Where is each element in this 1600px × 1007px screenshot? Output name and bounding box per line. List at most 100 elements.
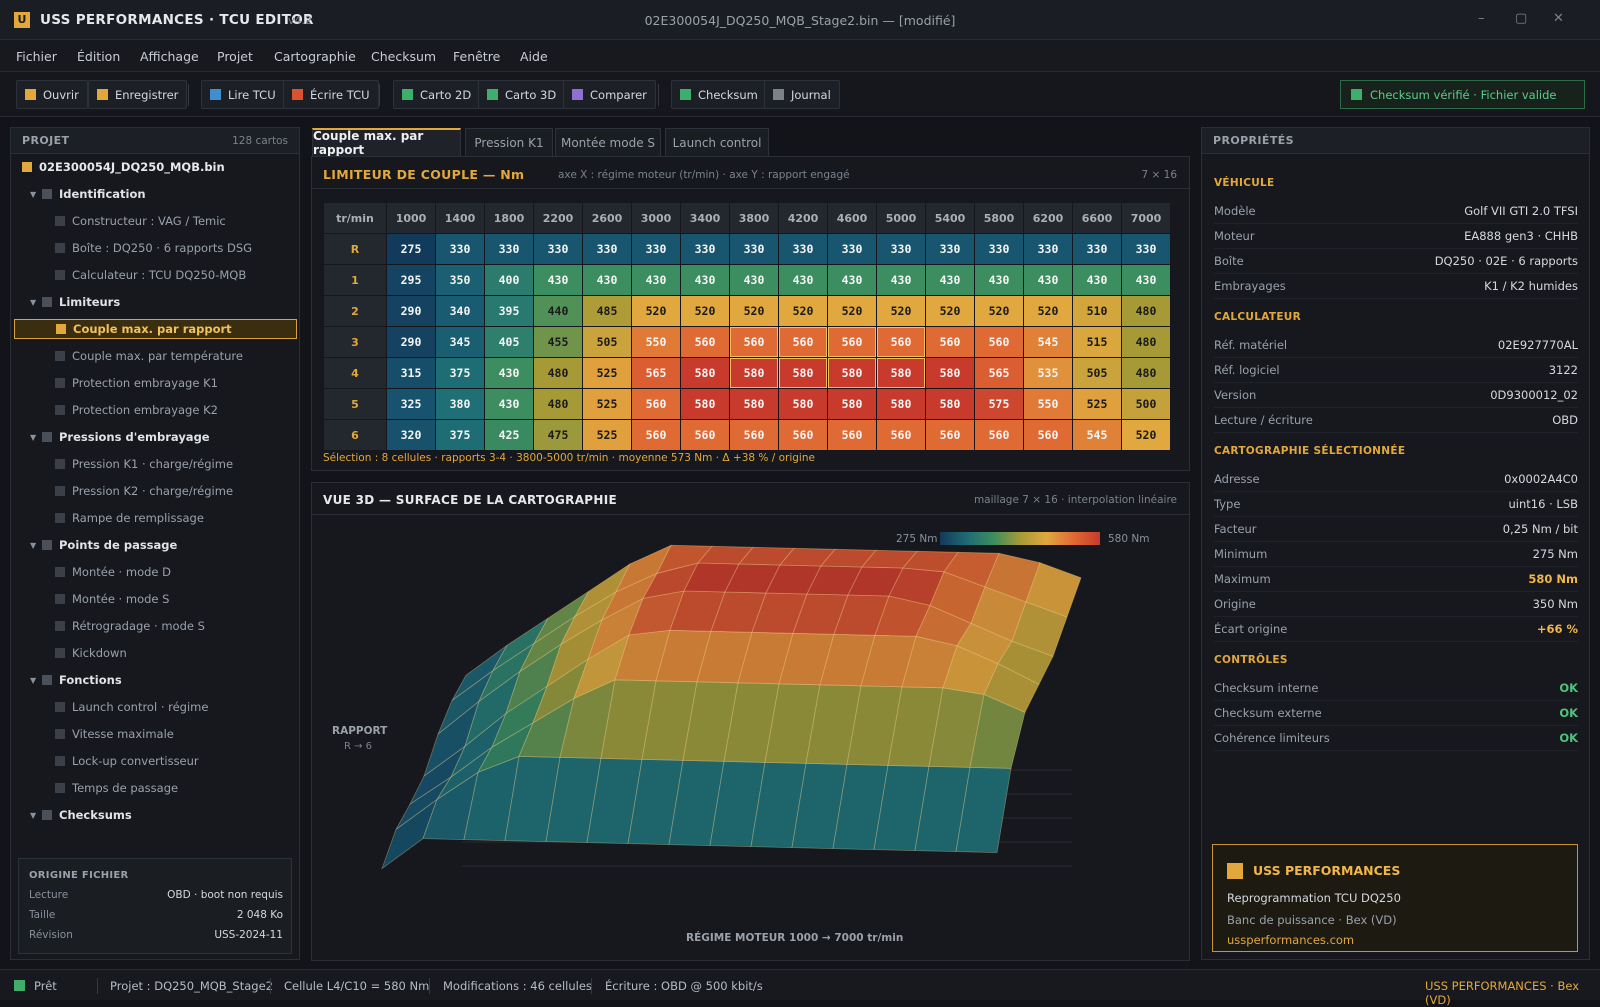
map-cell[interactable]: 480 — [533, 388, 583, 420]
map-cell[interactable]: 580 — [680, 388, 730, 420]
map-cell[interactable]: 560 — [778, 419, 828, 451]
tree-item[interactable]: Lock-up convertisseur — [55, 751, 199, 771]
map-cell[interactable]: 330 — [729, 233, 779, 265]
tree-item[interactable]: Boîte : DQ250 · 6 rapports DSG — [55, 238, 252, 258]
map-cell[interactable]: 475 — [533, 419, 583, 451]
map-cell[interactable]: 580 — [925, 388, 975, 420]
menu-edition[interactable]: Édition — [77, 49, 121, 64]
map-cell[interactable]: 375 — [435, 419, 485, 451]
map-cell[interactable]: 525 — [1072, 388, 1122, 420]
surface-3d-plot[interactable] — [312, 520, 1182, 940]
map-cell[interactable]: 550 — [631, 326, 681, 358]
map-cell[interactable]: 480 — [1121, 326, 1171, 358]
map-cell[interactable]: 580 — [778, 388, 828, 420]
map-cell[interactable]: 580 — [876, 357, 926, 389]
map-cell[interactable]: 430 — [631, 264, 681, 296]
map-cell[interactable]: 520 — [974, 295, 1024, 327]
map-cell[interactable]: 565 — [631, 357, 681, 389]
map-cell[interactable]: 430 — [729, 264, 779, 296]
map-cell[interactable]: 330 — [582, 233, 632, 265]
map-cell[interactable]: 580 — [680, 357, 730, 389]
map-cell[interactable]: 560 — [729, 326, 779, 358]
map-cell[interactable]: 480 — [533, 357, 583, 389]
menu-fichier[interactable]: Fichier — [16, 49, 57, 64]
map-cell[interactable]: 315 — [386, 357, 436, 389]
map-cell[interactable]: 430 — [484, 357, 534, 389]
map-cell[interactable]: 330 — [533, 233, 583, 265]
map-cell[interactable]: 520 — [778, 295, 828, 327]
tree-group[interactable]: ▼ Identification — [30, 187, 146, 201]
tree-item[interactable]: Protection embrayage K2 — [55, 400, 218, 420]
map-cell[interactable]: 560 — [827, 419, 877, 451]
map-cell[interactable]: 580 — [827, 388, 877, 420]
map-cell[interactable]: 340 — [435, 295, 485, 327]
tree-item[interactable]: Kickdown — [55, 643, 127, 663]
map-cell[interactable]: 295 — [386, 264, 436, 296]
map-cell[interactable]: 560 — [925, 326, 975, 358]
map-cell[interactable]: 330 — [925, 233, 975, 265]
tree-item[interactable]: Pression K1 · charge/régime — [55, 454, 233, 474]
map-cell[interactable]: 505 — [582, 326, 632, 358]
map-cell[interactable]: 560 — [1023, 419, 1073, 451]
compare-button[interactable]: Comparer — [563, 80, 656, 109]
journal-button[interactable]: Journal — [764, 80, 840, 109]
map-cell[interactable]: 500 — [1121, 388, 1171, 420]
map-cell[interactable]: 525 — [582, 419, 632, 451]
tree-group[interactable]: ▼ Fonctions — [30, 673, 122, 687]
map-cell[interactable]: 330 — [631, 233, 681, 265]
map-2d-button[interactable]: Carto 2D — [393, 80, 481, 109]
checksum-button[interactable]: Checksum — [671, 80, 767, 109]
map-cell[interactable]: 520 — [827, 295, 877, 327]
map-cell[interactable]: 545 — [1072, 419, 1122, 451]
map-cell[interactable]: 430 — [778, 264, 828, 296]
map-cell[interactable]: 400 — [484, 264, 534, 296]
tab-pression-k1[interactable]: Pression K1 — [465, 128, 553, 156]
map-cell[interactable]: 440 — [533, 295, 583, 327]
map-cell[interactable]: 330 — [680, 233, 730, 265]
map-cell[interactable]: 330 — [1072, 233, 1122, 265]
map-cell[interactable]: 560 — [631, 388, 681, 420]
tree-group[interactable]: ▼ Points de passage — [30, 538, 178, 552]
map-cell[interactable]: 580 — [729, 388, 779, 420]
map-cell[interactable]: 330 — [1121, 233, 1171, 265]
map-cell[interactable]: 560 — [778, 326, 828, 358]
map-cell[interactable]: 525 — [582, 357, 632, 389]
map-cell[interactable]: 380 — [435, 388, 485, 420]
tree-group[interactable]: ▼ Checksums — [30, 808, 132, 822]
map-cell[interactable]: 520 — [876, 295, 926, 327]
tree-item[interactable]: Constructeur : VAG / Temic — [55, 211, 226, 231]
tree-item[interactable]: Calculateur : TCU DQ250-MQB — [55, 265, 246, 285]
write-tcu-button[interactable]: Écrire TCU — [283, 80, 379, 109]
map-cell[interactable]: 535 — [1023, 357, 1073, 389]
map-cell[interactable]: 430 — [974, 264, 1024, 296]
map-cell[interactable]: 525 — [582, 388, 632, 420]
map-cell[interactable]: 560 — [876, 419, 926, 451]
map-cell[interactable]: 330 — [876, 233, 926, 265]
map-cell[interactable]: 580 — [729, 357, 779, 389]
map-cell[interactable]: 320 — [386, 419, 436, 451]
map-cell[interactable]: 405 — [484, 326, 534, 358]
tree-item[interactable]: Pression K2 · charge/régime — [55, 481, 233, 501]
map-cell[interactable]: 515 — [1072, 326, 1122, 358]
map-cell[interactable]: 350 — [435, 264, 485, 296]
map-cell[interactable]: 580 — [827, 357, 877, 389]
map-cell[interactable]: 480 — [1121, 295, 1171, 327]
map-cell[interactable]: 520 — [729, 295, 779, 327]
tree-item[interactable]: Montée · mode D — [55, 562, 171, 582]
expand-arrow-icon[interactable]: ▼ — [30, 675, 37, 685]
tree-item[interactable]: Montée · mode S — [55, 589, 169, 609]
map-cell[interactable]: 520 — [1121, 419, 1171, 451]
map-cell[interactable]: 330 — [974, 233, 1024, 265]
menu-aide[interactable]: Aide — [520, 49, 548, 64]
menu-fenetre[interactable]: Fenêtre — [453, 49, 501, 64]
maximize-icon[interactable]: ▢ — [1515, 11, 1528, 26]
tree-item[interactable]: Rétrogradage · mode S — [55, 616, 205, 636]
tree-item[interactable]: Rampe de remplissage — [55, 508, 204, 528]
map-cell[interactable]: 560 — [729, 419, 779, 451]
minimize-icon[interactable]: – — [1478, 11, 1485, 26]
save-button[interactable]: Enregistrer — [88, 80, 188, 109]
map-cell[interactable]: 330 — [1023, 233, 1073, 265]
expand-arrow-icon[interactable]: ▼ — [30, 810, 37, 820]
map-cell[interactable]: 560 — [631, 419, 681, 451]
map-cell[interactable]: 430 — [827, 264, 877, 296]
